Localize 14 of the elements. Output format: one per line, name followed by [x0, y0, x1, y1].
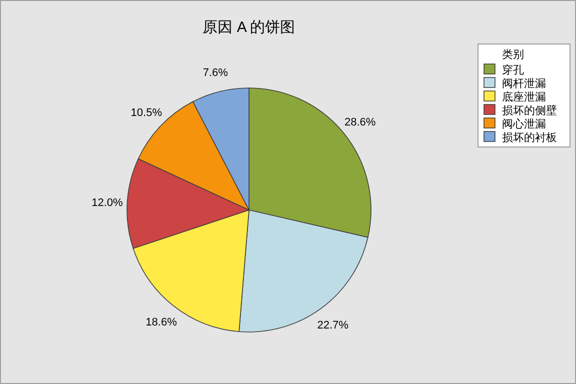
data-label: 22.7%: [317, 320, 349, 332]
legend-label: 穿孔: [502, 64, 524, 76]
data-label: 7.6%: [202, 67, 228, 80]
data-label: 12.0%: [92, 196, 124, 209]
chart-title: 原因 A 的饼图: [202, 19, 296, 36]
legend-label: 阀心泄漏: [502, 118, 546, 130]
data-label: 18.6%: [146, 316, 178, 329]
data-label: 10.5%: [130, 106, 162, 119]
legend-label: 损坏的衬板: [502, 131, 557, 144]
data-label: 28.6%: [344, 116, 376, 129]
legend-label: 阀杆泄漏: [502, 77, 546, 90]
legend-label: 底座泄漏: [502, 90, 546, 104]
legend-title: 类别: [502, 48, 524, 61]
legend-label: 损坏的侧壁: [502, 104, 557, 117]
